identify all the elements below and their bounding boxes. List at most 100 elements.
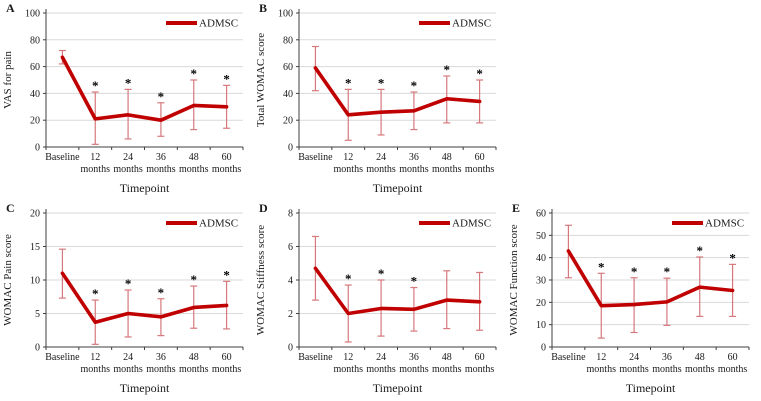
svg-text:*: * <box>378 266 385 281</box>
svg-text:20: 20 <box>283 116 293 127</box>
svg-text:36: 36 <box>409 352 419 363</box>
svg-text:*: * <box>158 89 165 104</box>
panel-e-label: E <box>512 201 521 215</box>
svg-text:*: * <box>631 264 638 279</box>
svg-text:12: 12 <box>596 352 606 363</box>
panel-b: B 0 20 40 60 80 100 Baseline 12 months 24 months 36… <box>253 0 506 200</box>
svg-text:80: 80 <box>30 35 40 46</box>
svg-text:months: months <box>432 364 462 375</box>
svg-text:48: 48 <box>189 152 199 163</box>
svg-text:Timepoint: Timepoint <box>626 381 676 395</box>
svg-text:24: 24 <box>123 152 133 163</box>
svg-text:Baseline: Baseline <box>45 352 80 363</box>
svg-text:months: months <box>334 164 364 175</box>
svg-text:months: months <box>146 164 176 175</box>
svg-text:*: * <box>411 78 418 93</box>
svg-text:months: months <box>366 364 396 375</box>
svg-text:months: months <box>399 364 429 375</box>
svg-text:months: months <box>685 364 715 375</box>
svg-text:ADMSC: ADMSC <box>199 18 238 30</box>
svg-text:60: 60 <box>475 152 485 163</box>
svg-text:*: * <box>729 250 736 265</box>
svg-text:*: * <box>223 71 230 86</box>
svg-text:6: 6 <box>288 242 293 253</box>
panel-e-chart: 0 10 20 30 40 50 60 Baseline 12 months 24 months 36 m… <box>506 200 761 401</box>
svg-text:20: 20 <box>536 298 546 309</box>
svg-text:months: months <box>366 164 396 175</box>
svg-text:48: 48 <box>695 352 705 363</box>
svg-text:24: 24 <box>376 152 386 163</box>
panel-a-label: A <box>6 1 15 15</box>
svg-text:0: 0 <box>288 143 293 154</box>
svg-text:*: * <box>598 259 605 274</box>
svg-text:*: * <box>125 276 132 291</box>
svg-text:*: * <box>158 285 165 300</box>
svg-text:48: 48 <box>189 352 199 363</box>
svg-text:36: 36 <box>409 152 419 163</box>
svg-text:months: months <box>179 364 209 375</box>
svg-text:WOMAC Stiffness score: WOMAC Stiffness score <box>255 225 267 336</box>
svg-text:40: 40 <box>536 253 546 264</box>
svg-text:months: months <box>465 164 495 175</box>
svg-text:VAS for pain: VAS for pain <box>2 51 14 109</box>
svg-text:60: 60 <box>283 62 293 73</box>
svg-text:*: * <box>476 66 483 81</box>
svg-text:months: months <box>179 164 209 175</box>
svg-text:Baseline: Baseline <box>298 352 333 363</box>
svg-text:0: 0 <box>35 143 40 154</box>
svg-text:4: 4 <box>288 276 293 287</box>
svg-text:10: 10 <box>536 320 546 331</box>
panel-e: E 0 10 20 30 40 50 60 Baseline 12 months 24 months 3… <box>506 200 761 401</box>
svg-text:months: months <box>212 164 242 175</box>
svg-text:months: months <box>652 364 682 375</box>
svg-text:60: 60 <box>728 352 738 363</box>
svg-text:24: 24 <box>376 352 386 363</box>
svg-text:Timepoint: Timepoint <box>373 181 423 195</box>
svg-text:Timepoint: Timepoint <box>120 181 170 195</box>
svg-text:months: months <box>81 164 111 175</box>
svg-text:months: months <box>619 364 649 375</box>
svg-text:80: 80 <box>283 35 293 46</box>
svg-text:48: 48 <box>442 152 452 163</box>
panel-d-chart: 0 2 4 6 8 Baseline 12 months 24 months 36 months 48 m… <box>253 200 506 401</box>
svg-text:WOMAC Function score: WOMAC Function score <box>508 224 520 335</box>
svg-text:*: * <box>92 286 99 301</box>
svg-text:12: 12 <box>90 352 100 363</box>
svg-text:12: 12 <box>343 152 353 163</box>
svg-text:*: * <box>345 75 352 90</box>
svg-text:*: * <box>411 274 418 289</box>
svg-text:*: * <box>191 272 198 287</box>
svg-text:60: 60 <box>222 352 232 363</box>
svg-text:months: months <box>465 364 495 375</box>
svg-text:36: 36 <box>662 352 672 363</box>
svg-text:60: 60 <box>30 62 40 73</box>
svg-text:40: 40 <box>283 89 293 100</box>
panel-a: A 0 20 40 60 80 100 Baseline 12 months 24 months 36… <box>0 0 253 200</box>
svg-text:50: 50 <box>536 231 546 242</box>
svg-text:months: months <box>212 364 242 375</box>
svg-text:ADMSC: ADMSC <box>452 218 491 230</box>
panel-c-chart: 0 5 10 15 20 Baseline 12 months 24 months 36 months… <box>0 200 253 401</box>
svg-text:0: 0 <box>541 343 546 354</box>
svg-text:*: * <box>191 66 198 81</box>
svg-text:60: 60 <box>536 209 546 220</box>
svg-text:10: 10 <box>30 276 40 287</box>
svg-text:60: 60 <box>222 152 232 163</box>
svg-text:0: 0 <box>35 343 40 354</box>
svg-text:5: 5 <box>35 309 40 320</box>
svg-text:40: 40 <box>30 89 40 100</box>
svg-text:24: 24 <box>123 352 133 363</box>
panel-b-chart: 0 20 40 60 80 100 Baseline 12 months 24 months 36 mo… <box>253 0 506 200</box>
svg-text:months: months <box>718 364 748 375</box>
svg-text:Total WOMAC score: Total WOMAC score <box>255 33 267 127</box>
svg-text:*: * <box>444 62 451 77</box>
svg-text:*: * <box>125 75 132 90</box>
svg-text:60: 60 <box>475 352 485 363</box>
svg-text:months: months <box>334 364 364 375</box>
svg-text:20: 20 <box>30 209 40 220</box>
